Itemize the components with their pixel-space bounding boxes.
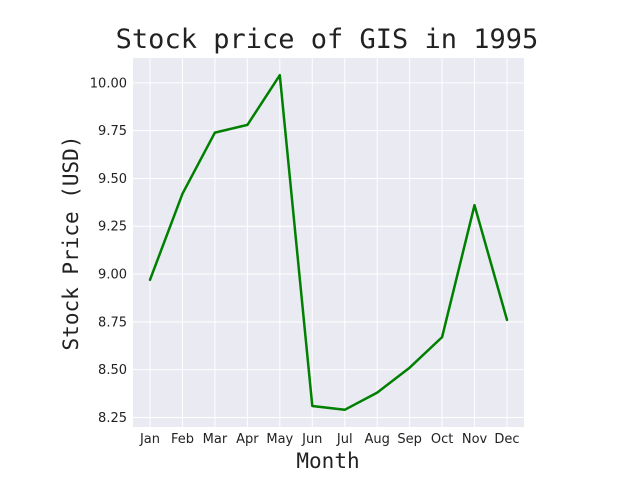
x-tick-label: May: [266, 432, 293, 447]
x-tick-label: Jun: [301, 432, 322, 447]
x-tick-label: Dec: [494, 432, 519, 447]
x-axis-label: Month: [296, 449, 359, 473]
chart-title: Stock price of GIS in 1995: [116, 24, 539, 55]
x-tick-label: Oct: [431, 432, 453, 447]
y-axis-ticks: 8.25 8.50 8.75 9.00 9.25 9.50 9.75 10.00: [90, 76, 127, 426]
y-tick-label: 8.75: [98, 315, 127, 330]
y-axis-label: Stock Price (USD): [59, 136, 83, 351]
x-axis-ticks: Jan Feb Mar Apr May Jun Jul Aug Sep Oct Nov Dec: [139, 432, 520, 447]
y-tick-label: 8.25: [98, 411, 127, 426]
x-tick-label: Sep: [397, 432, 422, 447]
series-layer: [148, 73, 509, 412]
x-tick-label: Jul: [336, 432, 353, 447]
x-tick-label: Feb: [171, 432, 194, 447]
y-tick-label: 9.50: [98, 172, 127, 187]
y-tick-label: 9.75: [98, 124, 127, 139]
series-line: [148, 73, 509, 412]
x-tick-label: Mar: [203, 432, 228, 447]
x-tick-label: Apr: [236, 432, 259, 447]
y-tick-label: 10.00: [90, 76, 127, 91]
y-tick-label: 9.00: [98, 268, 127, 283]
x-tick-label: Jan: [139, 432, 160, 447]
x-tick-label: Aug: [364, 432, 389, 447]
plot-area: [133, 58, 524, 427]
y-tick-label: 8.50: [98, 363, 127, 378]
y-tick-label: 9.25: [98, 220, 127, 235]
grid-lines: [133, 58, 524, 427]
x-tick-label: Nov: [462, 432, 488, 447]
